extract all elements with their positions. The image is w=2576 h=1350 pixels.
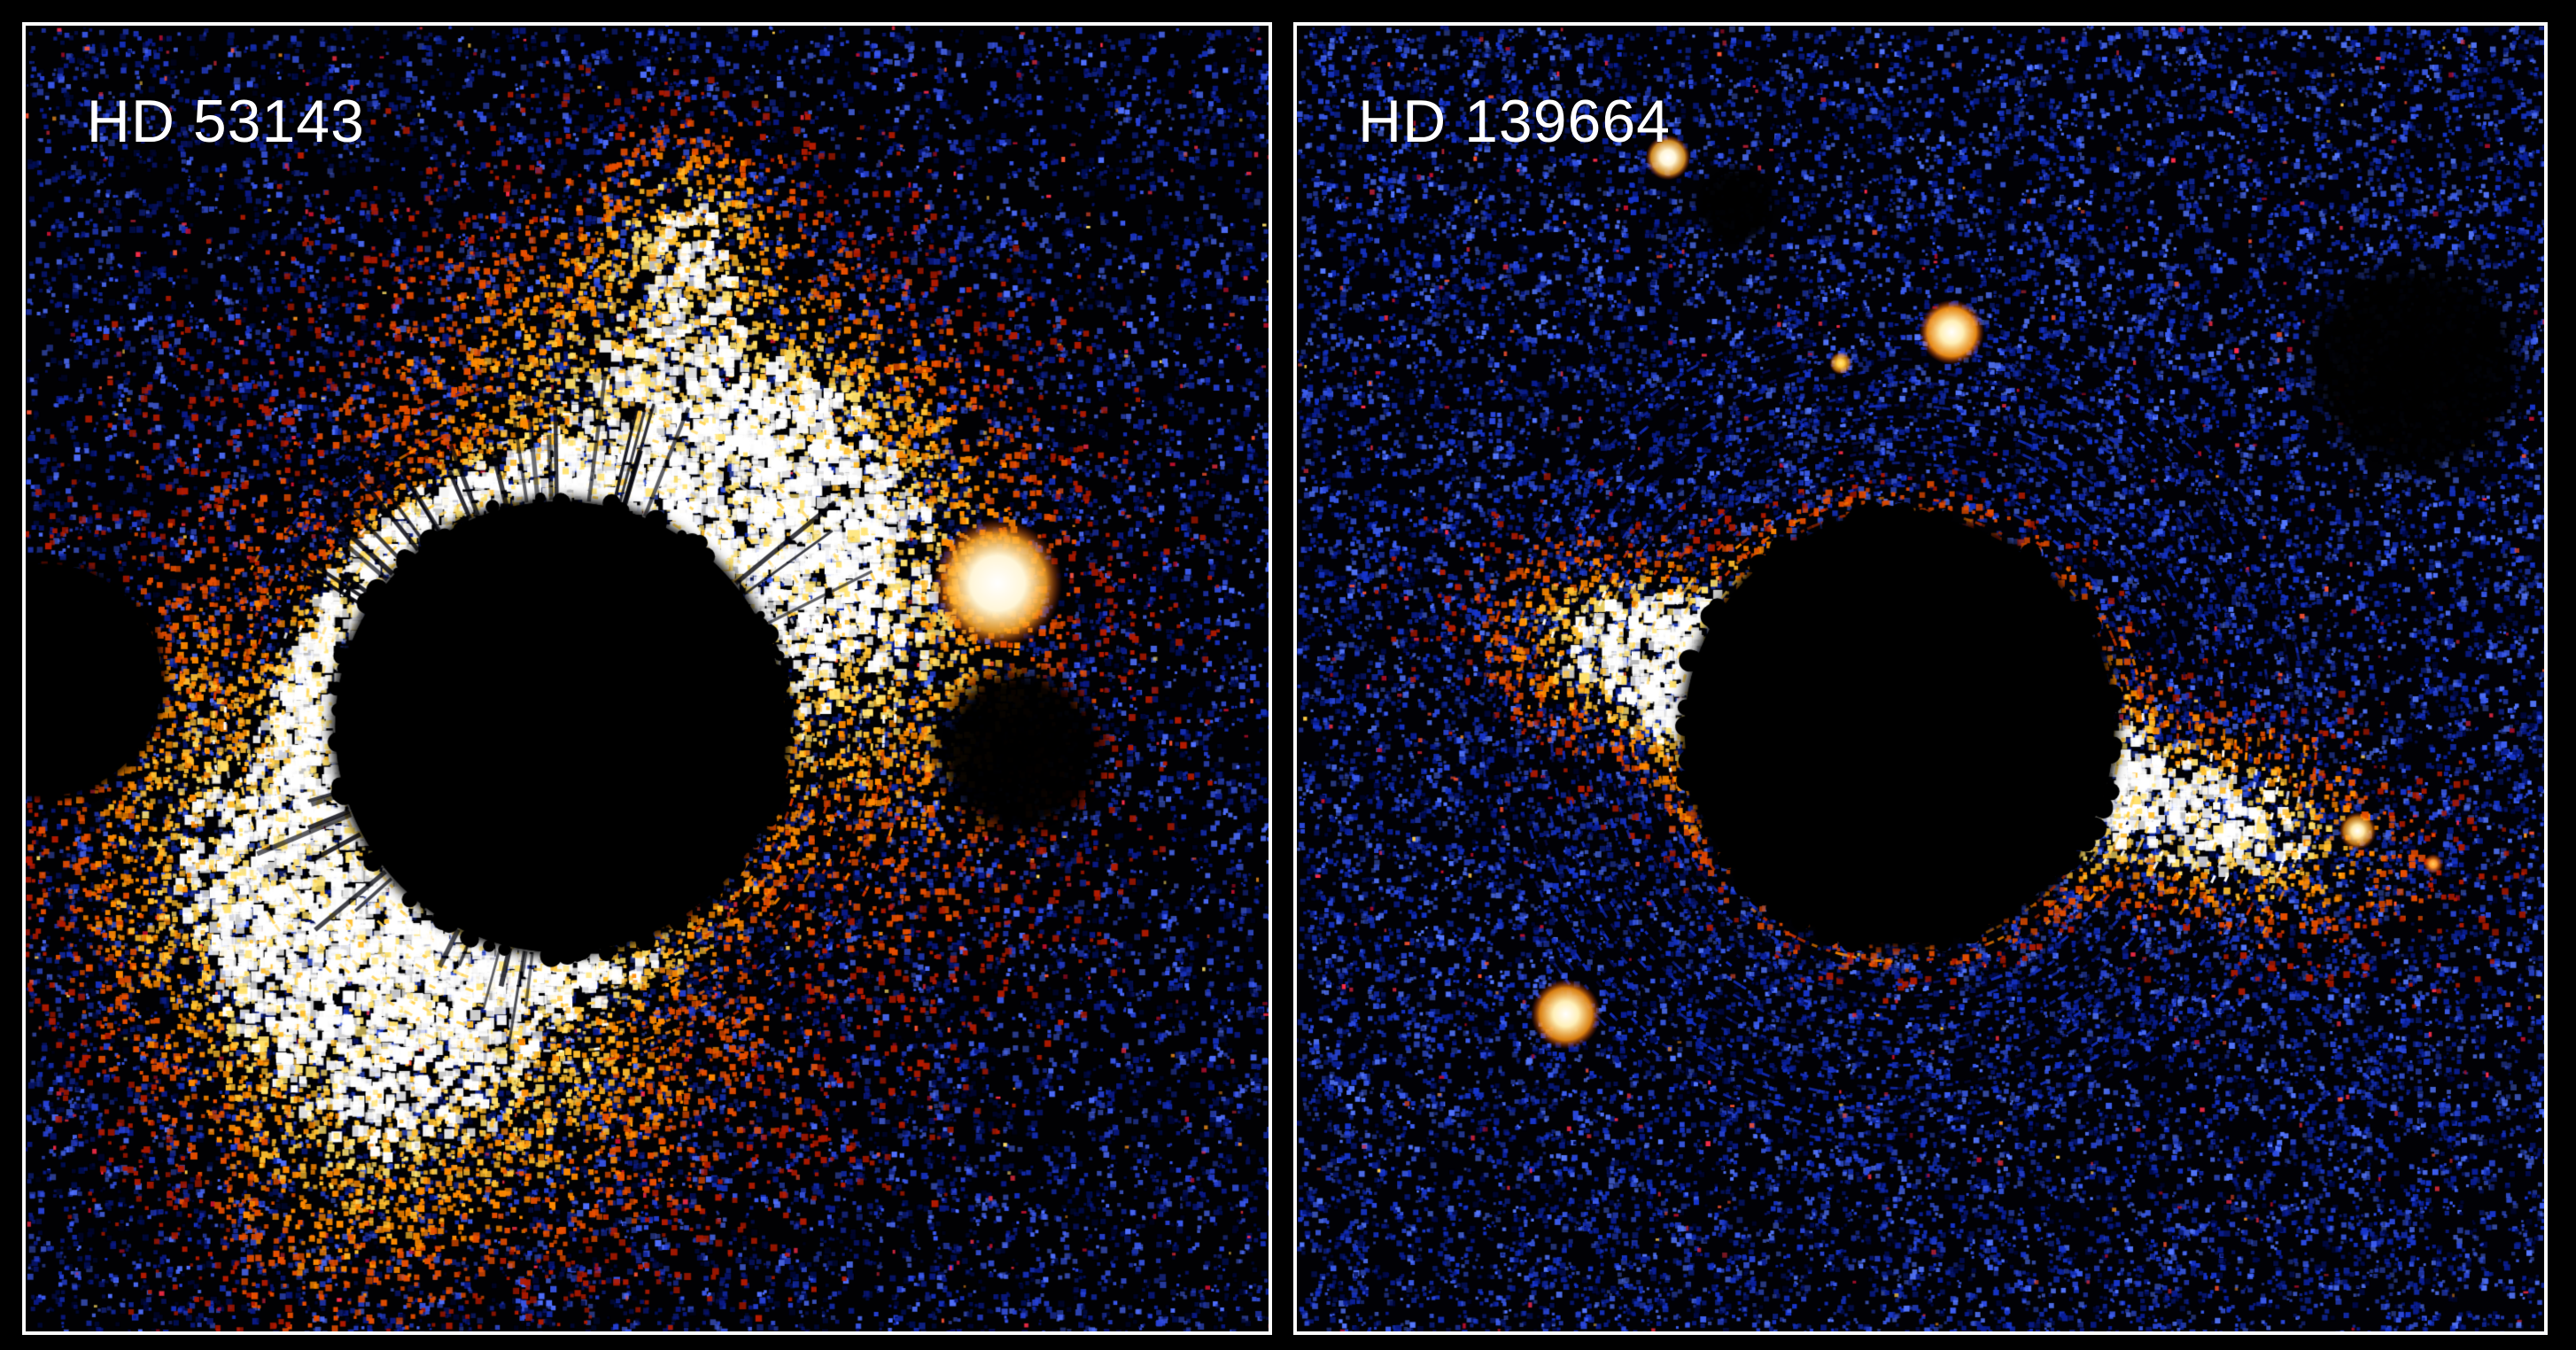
coronagraph-image-hd-53143: [26, 26, 1269, 1331]
panel-hd-53143: HD 53143: [22, 22, 1272, 1335]
star-name-label-hd-53143: HD 53143: [86, 87, 365, 155]
coronagraph-image-hd-139664: [1297, 26, 2544, 1331]
star-name-label-hd-139664: HD 139664: [1357, 87, 1672, 155]
panel-hd-139664: HD 139664: [1293, 22, 2548, 1335]
